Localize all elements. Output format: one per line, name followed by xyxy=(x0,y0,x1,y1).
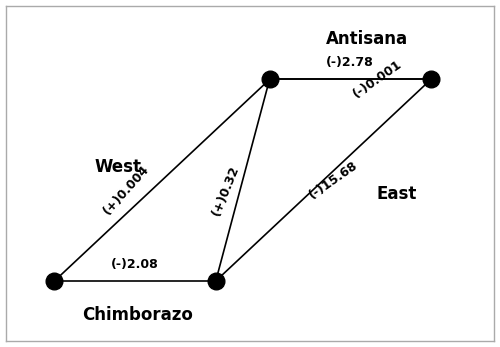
Text: (+)0.32: (+)0.32 xyxy=(210,163,242,218)
Text: (+)0.004: (+)0.004 xyxy=(101,163,152,218)
Text: (-)0.001: (-)0.001 xyxy=(350,58,404,101)
Text: (-)15.68: (-)15.68 xyxy=(306,159,360,202)
Text: East: East xyxy=(376,185,417,203)
Text: Chimborazo: Chimborazo xyxy=(82,306,193,323)
Text: West: West xyxy=(94,158,142,176)
Text: Antisana: Antisana xyxy=(326,30,408,48)
Text: (-)2.08: (-)2.08 xyxy=(111,258,159,271)
Text: (-)2.78: (-)2.78 xyxy=(326,56,374,69)
